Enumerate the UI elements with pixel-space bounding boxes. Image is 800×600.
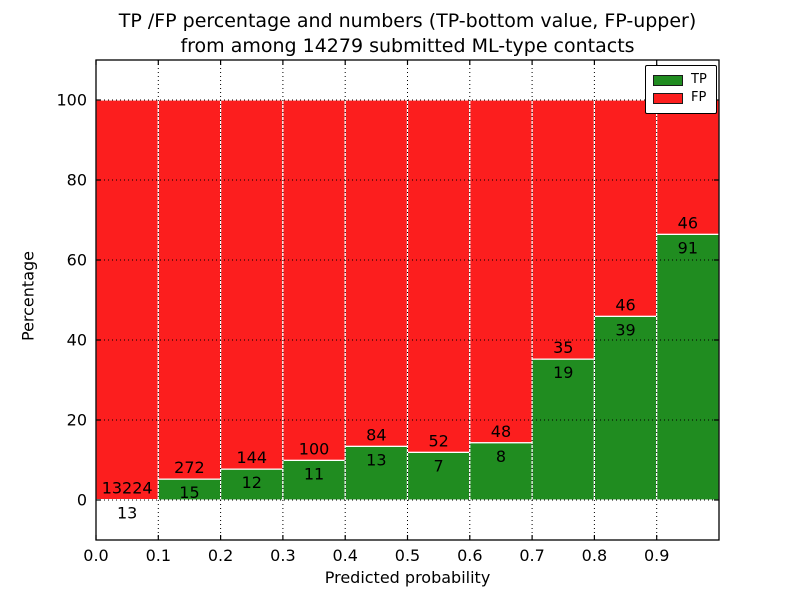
- tp-bar-segment-5: [406, 451, 471, 501]
- fp-count-label-7: 35: [553, 338, 573, 357]
- tp-count-label-5: 7: [434, 456, 444, 475]
- fp-bar-segment-2: [220, 99, 284, 470]
- x-tick-label-0.4: 0.4: [332, 546, 357, 565]
- fp-bar-segment-0: [95, 99, 159, 501]
- legend-label-fp: FP: [691, 90, 707, 105]
- fp-count-label-9: 46: [678, 213, 698, 232]
- fp-bar-segment-8: [593, 99, 658, 317]
- y-tick-label-100: 100: [56, 91, 87, 110]
- legend-entry-fp: FP: [653, 89, 707, 107]
- fp-bar-segment-7: [531, 99, 595, 360]
- fp-bar-segment-4: [344, 99, 409, 447]
- fp-count-label-8: 46: [615, 295, 635, 314]
- tp-bar-segment-9: [656, 233, 720, 501]
- tp-count-label-2: 12: [242, 473, 262, 492]
- x-tick-label-0.8: 0.8: [582, 546, 607, 565]
- fp-bar-segment-1: [157, 99, 222, 480]
- fp-count-label-1: 272: [174, 458, 205, 477]
- x-tick-label-0.7: 0.7: [519, 546, 544, 565]
- tp-count-label-1: 15: [179, 483, 199, 502]
- x-tick-label-0.3: 0.3: [270, 546, 295, 565]
- fp-bar-segment-6: [469, 99, 533, 444]
- tp-bar-segment-7: [531, 358, 595, 501]
- legend-label-tp: TP: [691, 72, 707, 87]
- fp-count-label-3: 100: [299, 439, 330, 458]
- chart-title-line-1: TP /FP percentage and numbers (TP-bottom…: [118, 10, 697, 32]
- y-axis-label: Percentage: [18, 250, 38, 342]
- tp-count-label-3: 11: [304, 464, 324, 483]
- fp-bar-segment-5: [406, 99, 471, 453]
- tp-bar-segment-3: [282, 459, 346, 501]
- x-tick-label-0.9: 0.9: [644, 546, 669, 565]
- y-tick-label-60: 60: [67, 251, 87, 270]
- chart-title: TP /FP percentage and numbers (TP-bottom…: [96, 9, 719, 59]
- tp-count-label-0: 13: [117, 504, 137, 523]
- fp-count-label-6: 48: [491, 422, 511, 441]
- chart-title-line-2: from among 14279 submitted ML-type conta…: [180, 35, 635, 57]
- legend-swatch-fp-icon: [653, 92, 683, 104]
- y-tick-label-20: 20: [67, 411, 87, 430]
- tp-count-label-6: 8: [496, 447, 506, 466]
- fp-count-label-5: 52: [428, 431, 448, 450]
- tp-count-label-4: 13: [366, 450, 386, 469]
- fp-count-label-4: 84: [366, 425, 386, 444]
- tp-bar-segment-2: [220, 468, 284, 501]
- tp-bar-segment-6: [469, 442, 533, 501]
- y-tick-label-80: 80: [67, 171, 87, 190]
- x-axis-label: Predicted probability: [324, 568, 491, 587]
- fp-bar-segment-9: [656, 99, 720, 235]
- x-tick-label-0.0: 0.0: [83, 546, 108, 565]
- tp-bar-segment-8: [593, 315, 658, 501]
- x-tick-label-0.6: 0.6: [457, 546, 482, 565]
- tp-count-label-7: 19: [553, 363, 573, 382]
- legend-swatch-tp-icon: [653, 74, 683, 86]
- x-tick-label-0.1: 0.1: [146, 546, 171, 565]
- tp-bar-segment-4: [344, 445, 409, 501]
- legend: TP FP: [645, 65, 717, 114]
- x-tick-label-0.2: 0.2: [208, 546, 233, 565]
- fp-count-label-0: 13224: [102, 479, 153, 498]
- fp-bar-segment-3: [282, 99, 346, 461]
- tp-count-label-9: 91: [678, 238, 698, 257]
- fp-count-label-2: 144: [236, 448, 267, 467]
- y-tick-label-40: 40: [67, 331, 87, 350]
- x-tick-label-0.5: 0.5: [395, 546, 420, 565]
- legend-entry-tp: TP: [653, 71, 707, 89]
- y-tick-label-0: 0: [77, 491, 87, 510]
- tp-count-label-8: 39: [615, 320, 635, 339]
